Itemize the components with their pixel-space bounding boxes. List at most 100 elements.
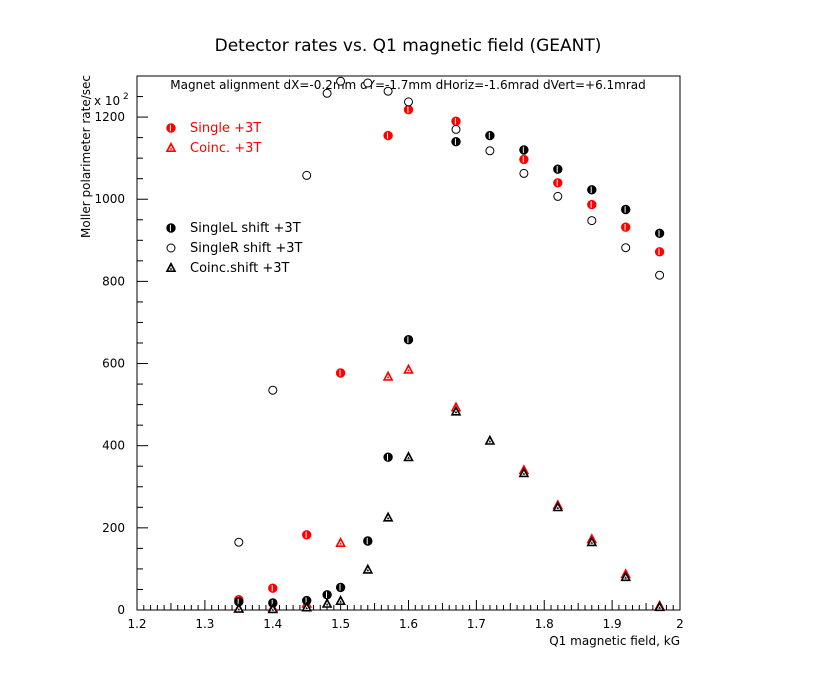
y-tick-label: 1000 xyxy=(94,192,125,206)
data-point xyxy=(655,270,665,280)
legend-item: Coinc. +3T xyxy=(165,141,261,156)
data-point xyxy=(321,597,333,608)
legend-marker xyxy=(166,243,176,253)
data-point xyxy=(621,204,631,215)
data-point xyxy=(363,78,373,88)
data-point xyxy=(450,405,462,416)
data-point xyxy=(485,130,495,141)
x-tick-label: 1.3 xyxy=(195,617,214,631)
x-tick-label: 1.8 xyxy=(535,617,554,631)
x-tick-label: 1.9 xyxy=(603,617,622,631)
data-point xyxy=(383,452,393,462)
legend-marker xyxy=(165,261,177,272)
data-point xyxy=(654,228,665,239)
x-tick-label: 1.5 xyxy=(331,617,350,631)
data-point xyxy=(403,451,414,462)
data-point xyxy=(335,368,346,378)
data-point xyxy=(383,86,393,96)
chart-subtitle: Magnet alignment dX=-0.2mm dY=-1.7mm dHo… xyxy=(170,78,646,92)
data-point xyxy=(586,536,598,547)
data-point xyxy=(621,222,631,232)
y-tick-label: 0 xyxy=(117,603,125,617)
data-point xyxy=(451,136,461,147)
legend-label: SingleR shift +3T xyxy=(190,241,302,256)
data-point xyxy=(363,536,373,546)
data-point xyxy=(335,582,346,593)
data-point xyxy=(587,199,597,210)
data-point xyxy=(234,537,244,547)
y-tick-label: 800 xyxy=(102,274,125,288)
legend: Single +3T Coinc. +3T SingleL shift +3T Sin… xyxy=(165,121,302,276)
series-4 xyxy=(234,76,665,547)
y-tick-label: 600 xyxy=(102,357,125,371)
data-point xyxy=(553,164,563,174)
data-point xyxy=(335,594,346,605)
legend-marker xyxy=(166,223,176,233)
data-point xyxy=(233,602,245,613)
data-point xyxy=(403,335,414,345)
data-point xyxy=(301,601,313,612)
data-point xyxy=(485,146,495,156)
y-axis-multiplier: x 10 2 xyxy=(94,92,129,108)
data-point xyxy=(302,170,312,180)
legend-item: SingleR shift +3T xyxy=(166,241,302,256)
legend-label: Single +3T xyxy=(190,121,261,136)
data-point xyxy=(484,434,496,445)
x-tick-label: 2 xyxy=(676,617,684,631)
data-point xyxy=(268,385,278,395)
x-tick-label: 1.2 xyxy=(127,617,146,631)
data-point xyxy=(621,243,631,253)
data-point xyxy=(267,603,279,614)
data-point xyxy=(518,467,530,478)
legend-marker xyxy=(166,123,176,133)
series-1 xyxy=(234,104,665,605)
y-tick-label: 400 xyxy=(102,439,125,453)
data-point xyxy=(383,130,393,141)
series-2 xyxy=(233,363,665,613)
y-tick-label: 200 xyxy=(102,521,125,535)
y-axis: 0 200 400 600 800 1000 1200 xyxy=(94,75,148,617)
data-point xyxy=(552,501,564,512)
data-point xyxy=(362,563,374,574)
svg-text:x 10: x 10 xyxy=(94,94,120,108)
data-point xyxy=(519,168,529,178)
x-tick-label: 1.4 xyxy=(263,617,282,631)
chart-title: Detector rates vs. Q1 magnetic field (GE… xyxy=(215,36,602,56)
data-point xyxy=(620,571,632,582)
legend-marker xyxy=(165,141,177,152)
data-point xyxy=(654,247,665,257)
data-point xyxy=(403,104,414,115)
data-point xyxy=(382,370,394,381)
y-axis-label: Moller polarimeter rate/sec xyxy=(79,75,93,238)
data-point xyxy=(553,178,563,188)
data-point xyxy=(403,363,414,374)
series-5 xyxy=(233,405,665,614)
data-point xyxy=(451,124,461,134)
y-tick-label: 1200 xyxy=(94,110,125,124)
data-point xyxy=(302,530,312,540)
legend-label: Coinc. +3T xyxy=(190,141,261,156)
legend-item: SingleL shift +3T xyxy=(166,221,301,236)
data-point xyxy=(587,216,597,226)
data-point xyxy=(322,88,332,98)
data-point xyxy=(553,191,563,201)
svg-text:2: 2 xyxy=(123,92,129,102)
data-point xyxy=(382,511,394,522)
x-axis: 1.2 1.3 1.4 1.5 1.6 1.7 1.8 1.9 2 xyxy=(127,600,684,631)
x-tick-label: 1.6 xyxy=(399,617,418,631)
series-layer xyxy=(233,76,665,614)
legend-item: Coinc.shift +3T xyxy=(165,261,290,276)
data-point xyxy=(587,185,597,195)
data-point xyxy=(519,154,529,165)
data-point xyxy=(335,536,346,547)
legend-item: Single +3T xyxy=(166,121,261,136)
data-point xyxy=(268,583,278,593)
series-3 xyxy=(234,130,665,608)
data-point xyxy=(336,76,346,86)
legend-label: Coinc.shift +3T xyxy=(190,261,290,276)
data-point xyxy=(519,145,529,155)
data-point xyxy=(654,601,665,612)
data-point xyxy=(451,116,461,126)
x-axis-label: Q1 magnetic field, kG xyxy=(549,634,680,648)
